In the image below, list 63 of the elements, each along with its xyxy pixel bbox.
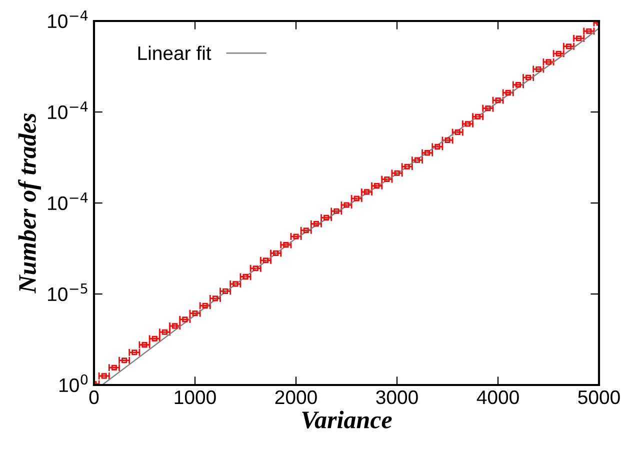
x-tick-label: 5000 [578, 390, 620, 404]
point [464, 121, 470, 127]
point [242, 274, 248, 280]
point [475, 114, 481, 120]
x-tick-label: 1000 [174, 390, 216, 404]
point [212, 296, 218, 302]
point [526, 74, 532, 80]
point [162, 329, 168, 335]
point [404, 164, 410, 170]
point [324, 214, 330, 220]
point [505, 90, 511, 96]
point [354, 196, 360, 202]
point [536, 66, 542, 72]
point [364, 189, 370, 195]
legend-label: Linear fit [138, 46, 212, 60]
point [192, 310, 198, 316]
text: 10$^{−5}$ [48, 284, 88, 302]
point [495, 98, 501, 104]
text: 10$^{−4}$ [48, 192, 88, 210]
point [273, 250, 279, 256]
point [142, 342, 148, 348]
point [394, 170, 400, 176]
text: 10$^{0}$ [60, 374, 88, 392]
point [252, 266, 258, 272]
point [101, 373, 107, 379]
point [556, 50, 562, 56]
point [444, 137, 450, 143]
point [202, 302, 208, 308]
point [313, 221, 319, 227]
point [293, 234, 299, 240]
point [262, 258, 268, 264]
point [434, 144, 440, 150]
point [334, 208, 340, 214]
point [283, 242, 289, 248]
x-axis-title: Variance [302, 410, 392, 428]
y-axis-title: Number of trades [18, 113, 41, 294]
point [414, 157, 420, 163]
x-tick-label: 4000 [476, 390, 519, 404]
text: 10$^{−4}$ [48, 102, 88, 120]
point [515, 82, 521, 88]
point [132, 350, 138, 356]
point [344, 202, 350, 208]
point [546, 59, 552, 65]
x-tick-label: 2000 [275, 390, 317, 404]
point [172, 323, 178, 329]
point [485, 106, 491, 112]
point [152, 336, 158, 342]
point [222, 288, 228, 294]
point [122, 358, 128, 364]
x-tick-label: 0 [89, 390, 99, 404]
point [454, 129, 460, 135]
point [384, 176, 390, 182]
point [303, 228, 309, 234]
point [374, 183, 380, 189]
point [566, 44, 572, 50]
text: 10$^{−4}$ [48, 10, 88, 28]
point [111, 364, 117, 370]
point [182, 316, 188, 322]
point [586, 28, 592, 34]
x-tick-label: 3000 [376, 390, 418, 404]
point [232, 281, 238, 287]
point [576, 36, 582, 42]
point [424, 150, 430, 156]
